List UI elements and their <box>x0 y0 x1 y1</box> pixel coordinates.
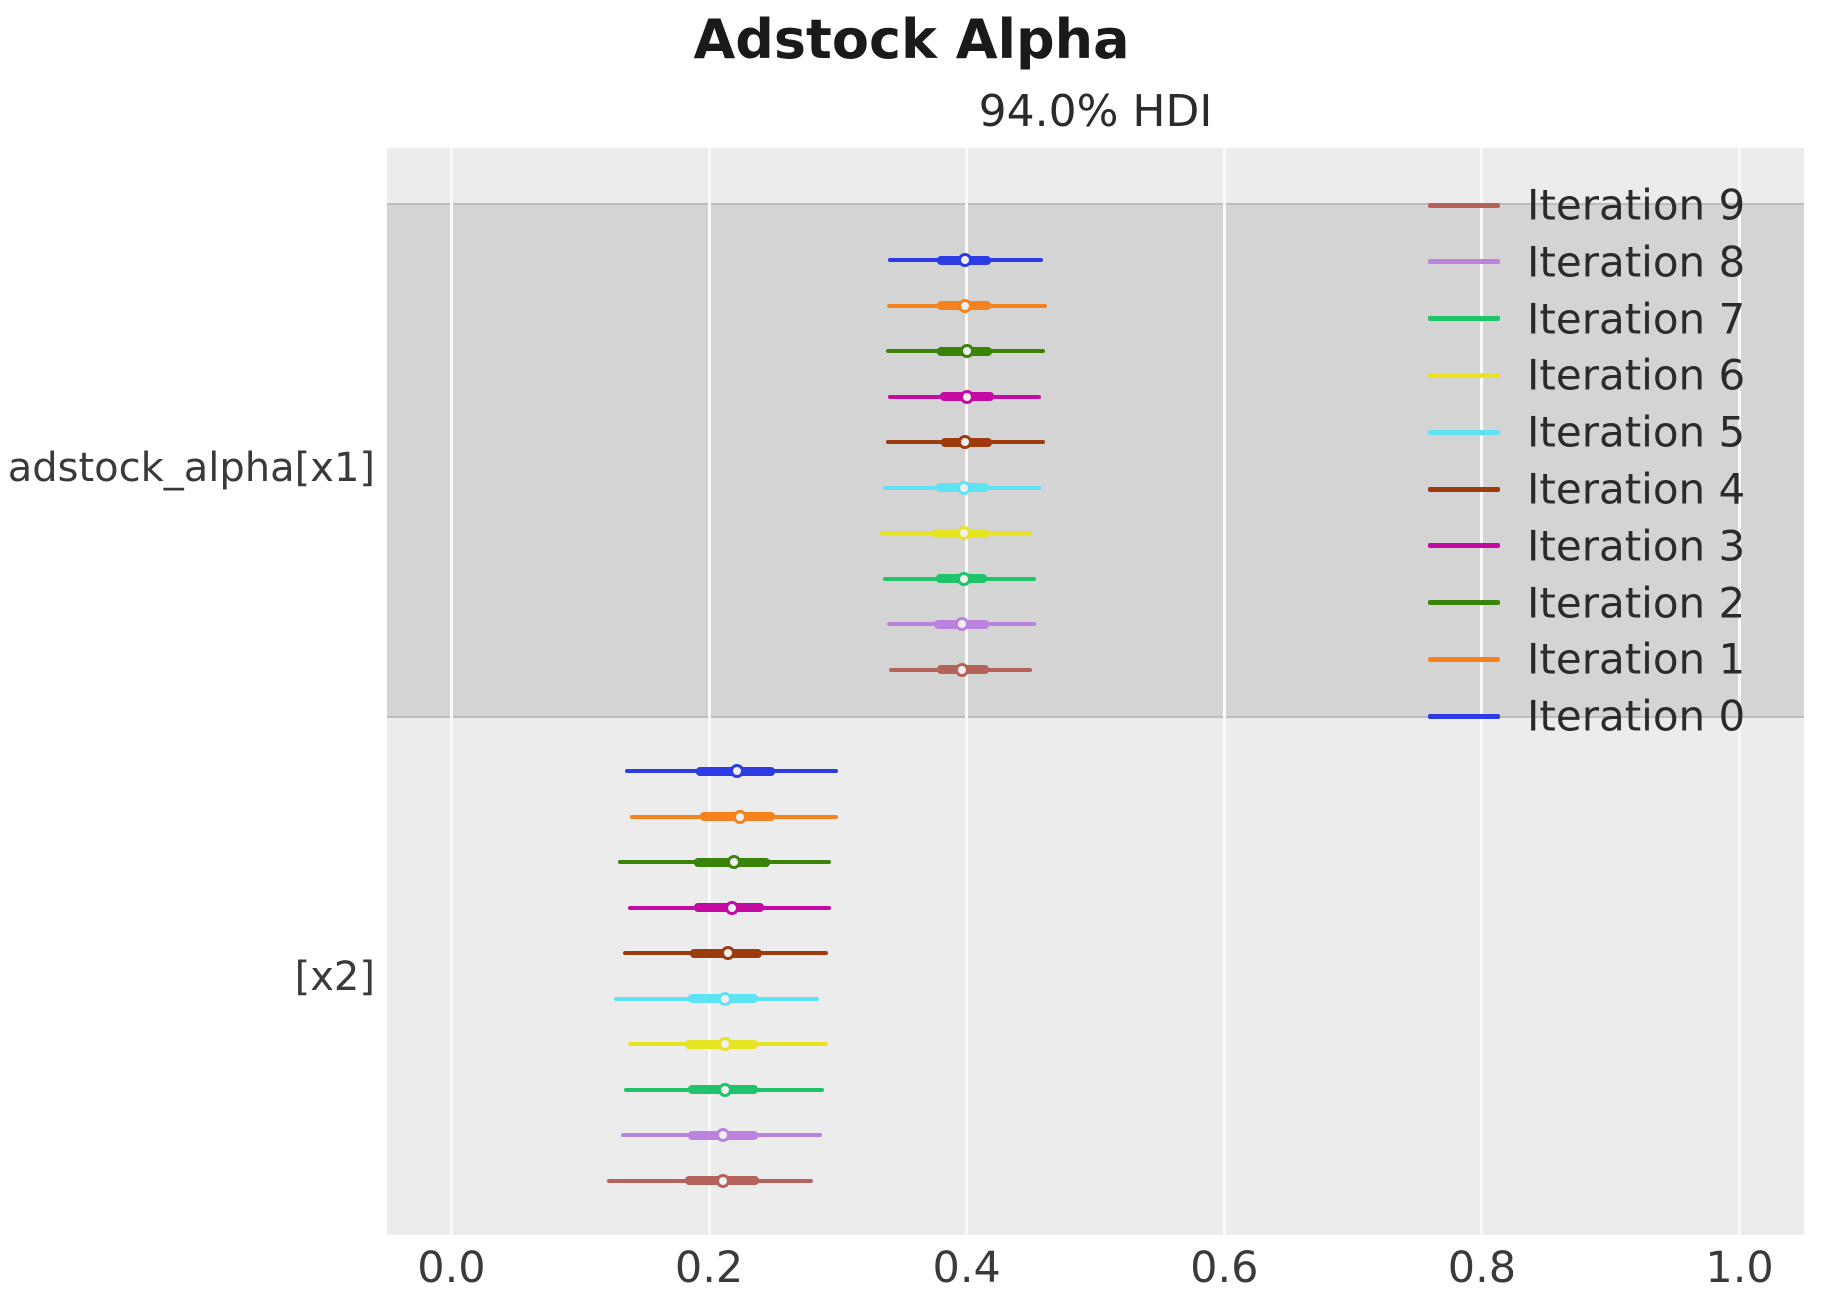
median-marker <box>959 389 974 404</box>
legend-item-label: Iteration 1 <box>1527 634 1746 684</box>
legend-item-label: Iteration 9 <box>1527 180 1746 230</box>
gridline <box>707 148 711 1235</box>
x-tick-label: 0.6 <box>1190 1243 1259 1293</box>
median-marker <box>732 809 747 824</box>
legend-line-swatch <box>1428 543 1500 549</box>
legend-item-label: Iteration 5 <box>1527 407 1746 457</box>
gridline <box>965 148 969 1235</box>
median-marker <box>721 946 736 960</box>
legend-item-label: Iteration 3 <box>1527 521 1746 571</box>
legend-line-swatch <box>1428 486 1500 492</box>
figure-title: Adstock Alpha <box>693 8 1130 71</box>
median-marker <box>958 298 973 313</box>
median-marker <box>717 1037 732 1051</box>
variable-label: [x2] <box>294 954 375 1000</box>
median-marker <box>954 617 969 631</box>
legend-line-swatch <box>1428 600 1500 606</box>
x-tick-label: 1.0 <box>1705 1243 1774 1293</box>
legend-item-label: Iteration 2 <box>1527 578 1746 628</box>
median-marker <box>957 571 972 586</box>
x-tick-label: 0.0 <box>417 1243 486 1293</box>
legend-line-swatch <box>1428 316 1500 322</box>
variable-label: adstock_alpha[x1] <box>7 445 375 491</box>
median-marker <box>958 435 973 449</box>
legend-item-label: Iteration 6 <box>1527 350 1746 400</box>
legend-line-swatch <box>1428 713 1500 719</box>
gridline <box>1738 148 1742 1235</box>
gridline <box>1222 148 1226 1235</box>
legend-item-label: Iteration 7 <box>1527 294 1746 344</box>
x-tick-label: 0.4 <box>932 1243 1001 1293</box>
legend-line-swatch <box>1428 372 1500 378</box>
median-marker <box>730 764 745 778</box>
legend-item-label: Iteration 4 <box>1527 464 1746 514</box>
legend: Iteration 9 Iteration 8 Iteration 7 Iterati… <box>1428 0 1788 1303</box>
median-marker <box>958 253 973 267</box>
x-tick-label: 0.2 <box>674 1243 744 1293</box>
median-marker <box>957 480 972 495</box>
median-marker <box>726 855 741 869</box>
gridline <box>449 148 453 1235</box>
median-marker <box>959 344 974 358</box>
median-marker <box>725 900 740 915</box>
plot-area <box>387 148 1804 1235</box>
hdi-subtitle: 94.0% HDI <box>978 86 1213 137</box>
shaded-band <box>387 203 1804 718</box>
legend-item-label: Iteration 0 <box>1527 691 1746 741</box>
gridline <box>1480 148 1484 1235</box>
legend-line-swatch <box>1428 259 1500 265</box>
legend-line-swatch <box>1428 429 1500 435</box>
median-marker <box>717 1082 732 1097</box>
legend-item-label: Iteration 8 <box>1527 237 1746 287</box>
legend-line-swatch <box>1428 202 1500 208</box>
median-marker <box>716 1128 731 1142</box>
median-marker <box>716 1173 731 1188</box>
legend-line-swatch <box>1428 656 1500 662</box>
median-marker <box>717 991 732 1006</box>
x-tick-label: 0.8 <box>1447 1243 1517 1293</box>
median-marker <box>957 526 972 540</box>
median-marker <box>954 662 969 677</box>
